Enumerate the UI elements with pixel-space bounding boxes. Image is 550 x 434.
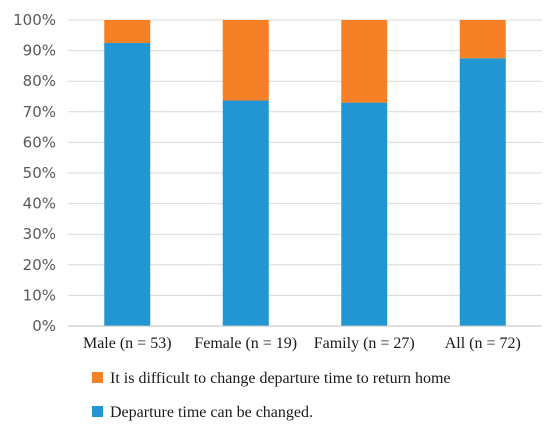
y-tick-label: 30%	[23, 225, 56, 243]
legend-label-difficult: It is difficult to change departure time…	[110, 370, 450, 387]
bar-difficult	[104, 20, 151, 43]
legend-swatch-changeable	[92, 406, 103, 417]
bar-changeable	[104, 42, 151, 326]
bars	[104, 20, 506, 327]
x-tick-label: Female (n = 19)	[194, 335, 297, 352]
x-tick-label: Family (n = 27)	[314, 335, 415, 352]
bar-difficult	[459, 20, 506, 59]
bar-difficult	[341, 20, 388, 103]
bar-changeable	[459, 58, 506, 326]
y-tick-label: 0%	[32, 317, 56, 335]
y-tick-label: 20%	[23, 256, 56, 274]
x-tick-label: All (n = 72)	[445, 335, 521, 352]
bar-changeable	[341, 102, 388, 327]
y-tick-label: 60%	[23, 133, 56, 151]
y-tick-label: 70%	[23, 103, 56, 121]
legend-label-changeable: Departure time can be changed.	[110, 404, 313, 421]
y-tick-label: 50%	[23, 164, 56, 182]
legend: It is difficult to change departure time…	[92, 370, 450, 421]
y-axis: 0% 10% 20% 30% 40% 50% 60% 70% 80% 90% 100%	[13, 11, 56, 335]
y-tick-label: 80%	[23, 72, 56, 90]
y-tick-label: 40%	[23, 195, 56, 213]
x-axis: Male (n = 53) Female (n = 19) Family (n = …	[68, 325, 542, 352]
y-tick-label: 100%	[13, 11, 56, 29]
bar-changeable	[222, 100, 269, 326]
legend-swatch-difficult	[92, 372, 103, 383]
x-tick-label: Male (n = 53)	[83, 335, 172, 352]
y-tick-label: 90%	[23, 42, 56, 60]
y-tick-label: 10%	[23, 286, 56, 304]
bar-difficult	[222, 20, 269, 101]
